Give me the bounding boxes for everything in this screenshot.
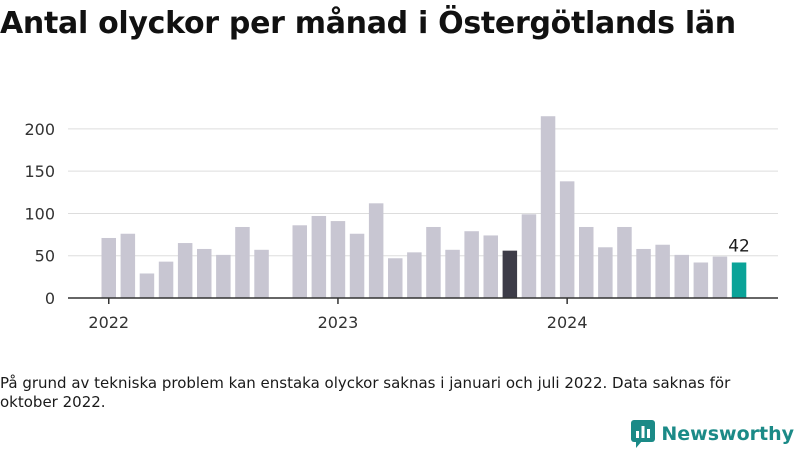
bar-2022-09 — [254, 249, 269, 298]
bar-2024-06 — [655, 244, 670, 298]
bar-2024-03 — [598, 247, 613, 298]
newsworthy-logo: Newsworthy — [631, 420, 794, 448]
bar-2022-01 — [101, 237, 116, 298]
bar-2023-07 — [445, 249, 460, 298]
bar-chart: 0 50 100 150 200 2022 2023 2024 42 — [24, 116, 778, 332]
bar-2022-05 — [177, 243, 193, 298]
bar-2023-11 — [521, 214, 537, 298]
y-tick-label: 50 — [35, 247, 55, 266]
bar-2024-01 — [559, 181, 575, 298]
bar-2023-02 — [349, 233, 365, 298]
x-tick-label: 2022 — [88, 313, 129, 332]
y-axis-ticks: 0 50 100 150 200 — [24, 120, 55, 308]
bar-2022-12 — [311, 215, 327, 298]
grid-lines — [68, 128, 778, 257]
bar-2022-08 — [235, 226, 250, 298]
bar-2023-12 — [540, 116, 556, 299]
bar-2024-09 — [712, 256, 728, 298]
x-axis-ticks: 2022 2023 2024 — [88, 298, 588, 332]
bar-2023-01 — [330, 221, 346, 298]
bar-2024-05 — [636, 248, 651, 298]
chart-title: Antal olyckor per månad i Östergötlands … — [0, 6, 736, 41]
bar-2023-10 — [502, 250, 518, 298]
bar-2024-07 — [674, 254, 689, 298]
footnote: På grund av tekniska problem kan enstaka… — [0, 374, 731, 411]
bar-2022-02 — [120, 233, 136, 298]
bar-2023-03 — [368, 203, 384, 298]
bar-2024-10 — [731, 262, 747, 298]
bar-2024-02 — [579, 226, 594, 298]
bar-2023-09 — [483, 235, 498, 298]
data-labels: 42 — [728, 236, 750, 256]
bar-2023-04 — [388, 258, 403, 298]
y-tick-label: 100 — [24, 204, 55, 223]
bar-chart-bubble-icon — [631, 420, 656, 448]
bar-2023-08 — [464, 231, 479, 298]
logo-text: Newsworthy — [661, 423, 794, 445]
bar-2022-04 — [158, 261, 174, 298]
bar-2022-06 — [197, 248, 212, 298]
bar-2024-04 — [617, 226, 632, 298]
bar-2024-08 — [693, 262, 709, 298]
y-tick-label: 150 — [24, 162, 55, 181]
x-tick-label: 2024 — [547, 313, 588, 332]
bar-2022-03 — [139, 273, 155, 298]
bar-2023-06 — [426, 226, 441, 298]
y-tick-label: 200 — [24, 120, 55, 139]
y-tick-label: 0 — [45, 289, 55, 308]
bars — [101, 116, 747, 299]
x-tick-label: 2023 — [318, 313, 359, 332]
bar-2022-07 — [216, 254, 231, 298]
data-label: 42 — [728, 236, 750, 256]
bar-2023-05 — [407, 252, 422, 298]
bar-2022-11 — [292, 225, 307, 298]
